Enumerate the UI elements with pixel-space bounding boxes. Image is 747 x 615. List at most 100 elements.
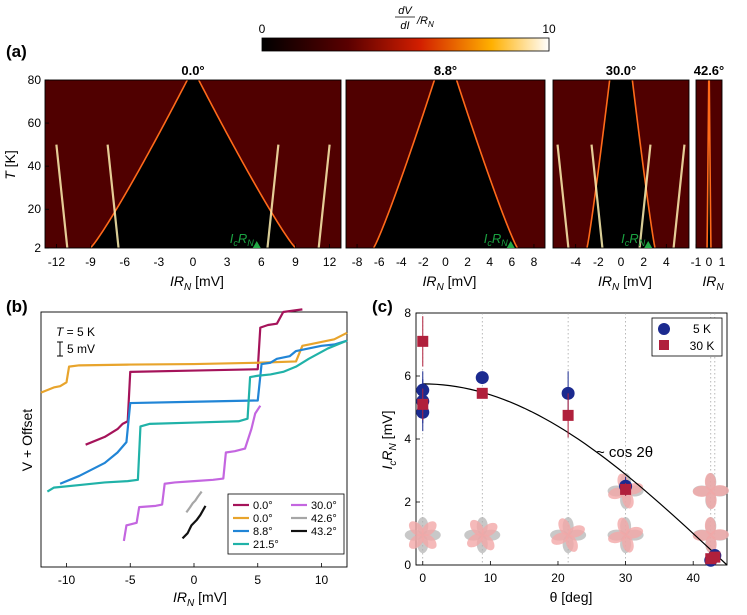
panel-c-ytick-label: 4 <box>404 432 411 446</box>
heatmap-xlabel: IRN <box>702 273 724 293</box>
heatmap-xtick-label: -4 <box>570 255 581 269</box>
panel-b-legend-label: 21.5° <box>253 539 279 551</box>
panel-b-curve-2 <box>59 339 348 485</box>
heatmap-xtick-label: 0 <box>706 255 713 269</box>
panel-c-xtick-label: 10 <box>484 571 498 585</box>
heatmap-xtick-label: 4 <box>663 255 670 269</box>
icrn-marker-label-c: c <box>487 238 492 248</box>
panel-c-ytick-label: 8 <box>404 306 411 320</box>
heatmap-ytick-label: 40 <box>28 159 42 173</box>
orbital-lobe <box>608 531 626 544</box>
panel-c-ylabel-mid: c <box>388 461 399 466</box>
panel-c-ytick-label: 2 <box>404 495 411 509</box>
heatmap-coherence-peak <box>590 144 604 249</box>
panel-b-curve-0 <box>85 308 303 446</box>
panel-b-xtick-label: 0 <box>191 573 198 587</box>
panel-b-curve-5 <box>185 490 203 514</box>
panel-c-xtick-label: 0 <box>419 571 426 585</box>
orbital-lobe <box>622 490 634 509</box>
icrn-marker-label-R: R <box>492 231 501 246</box>
panel-a-ylabel: T [K] <box>2 150 18 180</box>
heatmap-xlabel-main: IR <box>702 273 716 289</box>
heatmap-xtick-label: 12 <box>323 255 337 269</box>
heatmap-xtick-label: -1 <box>691 255 702 269</box>
orbital-lobe <box>710 529 729 541</box>
panel-c-xlabel: θ [deg] <box>550 589 593 605</box>
heatmap-xlabel-main: IR <box>423 273 437 289</box>
heatmap-gap-region <box>587 80 655 248</box>
panel-b-legend-label: 43.2° <box>311 526 337 538</box>
panel-c-point-30k <box>417 398 429 410</box>
heatmap-xtick-label: 6 <box>258 255 265 269</box>
panel-c-point-30k <box>709 551 721 563</box>
heatmap-gap-edge <box>89 79 189 249</box>
heatmap-coherence-peak <box>672 144 686 249</box>
panel-b-legend-label: 42.6° <box>311 513 337 525</box>
panel-b-legend-label: 0.0° <box>253 500 273 512</box>
heatmap-xtick-label: 1 <box>719 255 726 269</box>
colorbar-label-num: dV <box>398 5 413 17</box>
panel-c-xtick-label: 30 <box>619 571 633 585</box>
panel-c-ylabel-unit: [mV] <box>379 411 395 444</box>
heatmap-xtick-label: -6 <box>374 255 385 269</box>
panel-b-curve-3 <box>46 339 348 493</box>
orbital-lobe <box>617 517 630 536</box>
icrn-marker-label: IcRN <box>230 231 255 248</box>
panel-b-xlabel-main: IR <box>173 589 187 605</box>
heatmap-ytick-label: 80 <box>28 73 42 87</box>
panel-label-b: (b) <box>6 297 28 316</box>
heatmap-xtick-label: 3 <box>224 255 231 269</box>
colorbar-label-suffix-main: /R <box>416 15 428 27</box>
orbital-lobe <box>692 485 711 497</box>
icrn-marker-label: IcRN <box>484 231 509 248</box>
orbital-lobe <box>622 534 634 553</box>
orbital-lobe <box>470 519 484 536</box>
heatmap-gap-edge <box>455 79 519 249</box>
heatmap-xtick-label: -9 <box>85 255 96 269</box>
panel-b-iv-curves: V + Offset IRN [mV] T = 5 K 5 mV -10 -5 0 5… <box>19 308 348 609</box>
panel-b-temperature-T: T <box>56 325 65 339</box>
icrn-marker-label-I: I <box>621 231 625 246</box>
icrn-marker-label-N: N <box>247 238 254 248</box>
panel-c-legend-marker-30k <box>659 340 669 350</box>
panel-c-ylabel-sub: N <box>388 442 399 450</box>
orbital-lobe <box>705 535 717 554</box>
heatmap-gap-edge <box>706 79 710 249</box>
heatmap-xtick-label: 2 <box>464 255 471 269</box>
heatmap-xtick-label: -2 <box>418 255 429 269</box>
panel-b-curve-6 <box>181 505 207 540</box>
icrn-marker-triangle <box>506 241 515 248</box>
heatmap-title: 42.6° <box>694 63 725 78</box>
colorbar-gradient <box>261 37 550 52</box>
panel-c-xtick-label: 20 <box>551 571 565 585</box>
heatmap-title: 8.8° <box>434 63 457 78</box>
heatmap-xtick-label: 2 <box>640 255 647 269</box>
heatmap-coherence-peak <box>317 144 331 249</box>
heatmap-xtick-label: 0 <box>618 255 625 269</box>
colorbar-min-label: 0 <box>259 22 266 36</box>
panel-a-ylabel-main: T <box>2 170 18 180</box>
icrn-marker-label-R: R <box>238 231 247 246</box>
orbital-lobe <box>710 485 729 497</box>
icrn-marker-label-R: R <box>629 231 638 246</box>
panel-c-xtick-label: 40 <box>687 571 701 585</box>
heatmap-xlabel-unit: [mV] <box>444 273 477 289</box>
heatmap-xtick-label: 9 <box>292 255 299 269</box>
panel-c-fit-label: ~ cos 2θ <box>596 444 653 461</box>
heatmap-xtick-label: 8 <box>531 255 538 269</box>
panel-label-c: (c) <box>372 297 393 316</box>
panel-b-temperature-rest: = 5 K <box>63 325 95 339</box>
panel-c-fit-curve <box>422 383 728 566</box>
heatmap-gap-edge <box>708 79 712 249</box>
icrn-marker-label: IcRN <box>621 231 646 248</box>
panel-c-point-30k <box>417 335 429 347</box>
heatmap-coherence-peak <box>55 144 69 249</box>
heatmap-xtick-label: -8 <box>352 255 363 269</box>
panel-b-xtick-label: -10 <box>58 573 76 587</box>
panel-c-legend-label-30k: 30 K <box>690 339 715 353</box>
heatmap-xlabel-sub: N <box>437 282 445 293</box>
colorbar-label-suffix: /RN <box>416 15 434 29</box>
orbital-lobe <box>481 522 498 537</box>
panel-c-point-30k <box>620 483 632 495</box>
colorbar: 0 10 dV dI /RN <box>259 5 556 52</box>
